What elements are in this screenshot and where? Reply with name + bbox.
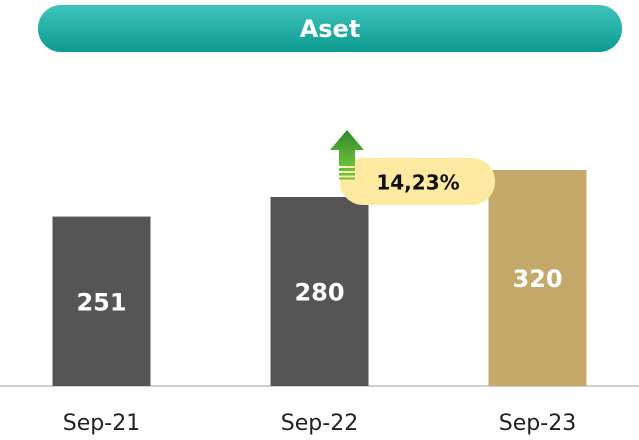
chart-title: Aset	[300, 15, 361, 43]
bar	[52, 216, 151, 386]
bar	[488, 170, 587, 386]
title-pill	[38, 5, 622, 52]
x-tick-label: Sep-22	[281, 411, 358, 436]
annotation-pill	[340, 158, 495, 205]
arrow-stripe	[339, 168, 355, 171]
up-arrow	[330, 130, 364, 166]
data-label: 280	[294, 279, 344, 307]
x-tick-label: Sep-21	[63, 411, 140, 436]
bar	[270, 197, 369, 386]
annotation: 14,23%	[376, 171, 459, 195]
arrow-stripe	[339, 173, 355, 176]
bars: 251 Sep-21 280 Sep-22 320 Sep-23	[52, 170, 587, 436]
data-label: 251	[76, 288, 126, 316]
data-label: 320	[512, 265, 562, 293]
x-tick-label: Sep-23	[499, 411, 576, 436]
arrow-stripe	[339, 177, 355, 180]
